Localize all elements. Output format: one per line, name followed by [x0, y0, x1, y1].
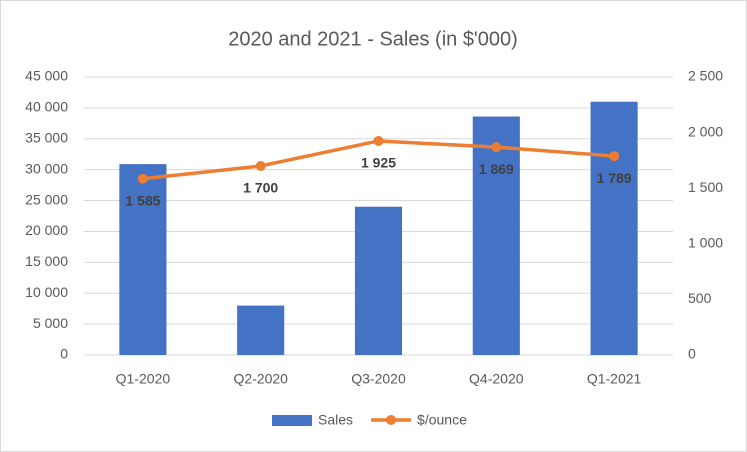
y2-tick-label: 1 000	[688, 235, 723, 251]
y-tick-label: 0	[60, 346, 68, 362]
legend-label: $/ounce	[417, 412, 467, 428]
line-marker	[255, 160, 266, 171]
y2-tick-label: 2 000	[688, 123, 723, 139]
data-label: 1 869	[479, 161, 514, 177]
bar	[237, 305, 285, 355]
data-label: 1 789	[597, 170, 632, 186]
line-marker	[137, 173, 148, 184]
line-marker	[373, 135, 384, 146]
legend-label: Sales	[318, 412, 353, 428]
line-marker	[609, 151, 620, 162]
y2-tick-label: 2 500	[688, 68, 723, 84]
y-tick-label: 45 000	[25, 68, 68, 84]
bar	[119, 164, 167, 355]
y-tick-label: 25 000	[25, 191, 68, 207]
y-tick-label: 35 000	[25, 129, 68, 145]
data-label: 1 700	[243, 180, 278, 196]
bar	[354, 206, 403, 355]
x-tick-label: Q1-2021	[587, 371, 642, 387]
y-tick-label: 5 000	[33, 315, 68, 331]
y-tick-label: 15 000	[25, 253, 68, 269]
chart-title: 2020 and 2021 - Sales (in $'000)	[228, 28, 518, 50]
y2-tick-label: 500	[688, 290, 712, 306]
y2-tick-label: 1 500	[688, 179, 723, 195]
data-label: 1 925	[361, 155, 396, 171]
data-label: 1 585	[125, 192, 160, 208]
y-tick-label: 30 000	[25, 160, 68, 176]
bar	[472, 116, 520, 355]
y2-tick-label: 0	[688, 346, 696, 362]
x-tick-label: Q1-2020	[116, 371, 171, 387]
x-tick-label: Q4-2020	[469, 371, 524, 387]
x-tick-label: Q2-2020	[233, 371, 288, 387]
x-tick-label: Q3-2020	[351, 371, 406, 387]
legend-swatch	[386, 415, 397, 425]
y-tick-label: 20 000	[25, 222, 68, 238]
legend-swatch	[272, 415, 312, 426]
y-tick-label: 10 000	[25, 284, 68, 300]
line-marker	[491, 142, 502, 153]
y-tick-label: 40 000	[25, 99, 68, 115]
bar	[590, 101, 638, 355]
